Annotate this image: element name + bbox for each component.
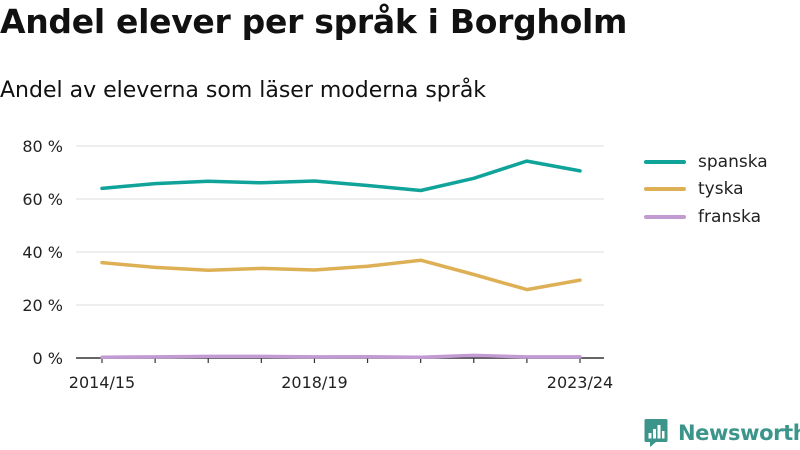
y-tick-label: 60 % <box>22 190 63 209</box>
series-line-franska <box>100 353 582 359</box>
legend-item-spanska: spanska <box>644 148 768 176</box>
legend-item-franska: franska <box>644 203 768 231</box>
brand-name: Newsworthy <box>678 421 800 445</box>
y-tick-label: 40 % <box>22 243 63 262</box>
y-tick-label: 0 % <box>33 349 63 368</box>
x-tick-label: 2014/15 <box>69 373 135 392</box>
x-tick-label: 2023/24 <box>547 373 613 392</box>
series-line-tyska <box>100 258 582 292</box>
x-tick-label: 2018/19 <box>281 373 347 392</box>
y-tick-label: 80 % <box>22 137 63 156</box>
legend-label-tyska: tyska <box>698 179 744 200</box>
legend-swatch-franska <box>644 214 686 219</box>
legend: spanska tyska franska <box>644 148 768 231</box>
y-tick-label: 20 % <box>22 296 63 315</box>
bar-chart-speech-bubble-icon <box>644 419 668 447</box>
legend-label-franska: franska <box>698 206 761 227</box>
x-axis <box>76 357 604 363</box>
chart-title: Andel elever per språk i Borgholm <box>0 2 628 41</box>
newsworthy-logo[interactable]: Newsworthy <box>644 418 800 448</box>
chart-subtitle: Andel av eleverna som läser moderna språ… <box>0 78 487 103</box>
gridlines <box>76 145 604 306</box>
series-lines <box>100 159 582 359</box>
legend-label-spanska: spanska <box>698 151 768 172</box>
legend-swatch-spanska <box>644 159 686 164</box>
x-axis-labels: 2014/15 2018/19 2023/24 <box>69 373 613 392</box>
legend-swatch-tyska <box>644 187 686 192</box>
series-line-spanska <box>100 159 582 193</box>
y-axis-labels: 0 % 20 % 40 % 60 % 80 % <box>22 137 63 368</box>
legend-item-tyska: tyska <box>644 176 768 204</box>
